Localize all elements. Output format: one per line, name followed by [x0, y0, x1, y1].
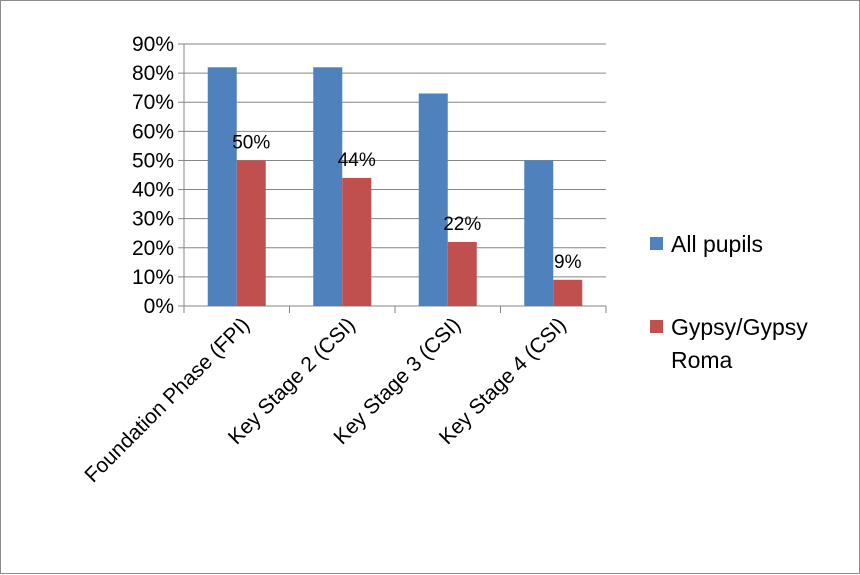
y-tick-label: 30% — [132, 208, 174, 231]
data-label: 9% — [554, 252, 582, 273]
legend-swatch — [650, 320, 663, 333]
legend-label: All pupils — [671, 231, 763, 257]
bar-gypsy-roma — [236, 160, 266, 306]
bar-gypsy-roma — [553, 279, 583, 306]
legend-swatch — [650, 237, 663, 250]
data-labels: 50% 44% 22% 9% — [232, 132, 581, 272]
bars — [207, 67, 583, 307]
y-tick-label: 0% — [144, 295, 174, 318]
y-tick-label: 70% — [132, 91, 174, 114]
bar-all-pupils — [418, 93, 448, 306]
data-label: 22% — [443, 214, 481, 235]
bar-gypsy-roma — [447, 241, 477, 306]
y-tick-label: 10% — [132, 266, 174, 289]
y-tick-label: 80% — [132, 62, 174, 85]
legend: All pupils Gypsy/Gypsy Roma — [650, 231, 808, 373]
y-tick-label: 20% — [132, 237, 174, 260]
y-tick-label: 50% — [132, 149, 174, 172]
legend-label: Gypsy/Gypsy Roma — [671, 314, 808, 373]
bar-gypsy-roma — [342, 177, 372, 306]
y-tick-label: 40% — [132, 179, 174, 202]
data-label: 44% — [338, 150, 376, 171]
x-category-label: Foundation Phase (FPI) — [80, 313, 254, 487]
data-label: 50% — [232, 132, 270, 153]
y-tick-label: 90% — [132, 33, 174, 56]
bar-all-pupils — [313, 67, 343, 307]
bar-all-pupils — [524, 160, 554, 306]
y-tick-label: 60% — [132, 120, 174, 143]
bar-all-pupils — [207, 67, 237, 307]
